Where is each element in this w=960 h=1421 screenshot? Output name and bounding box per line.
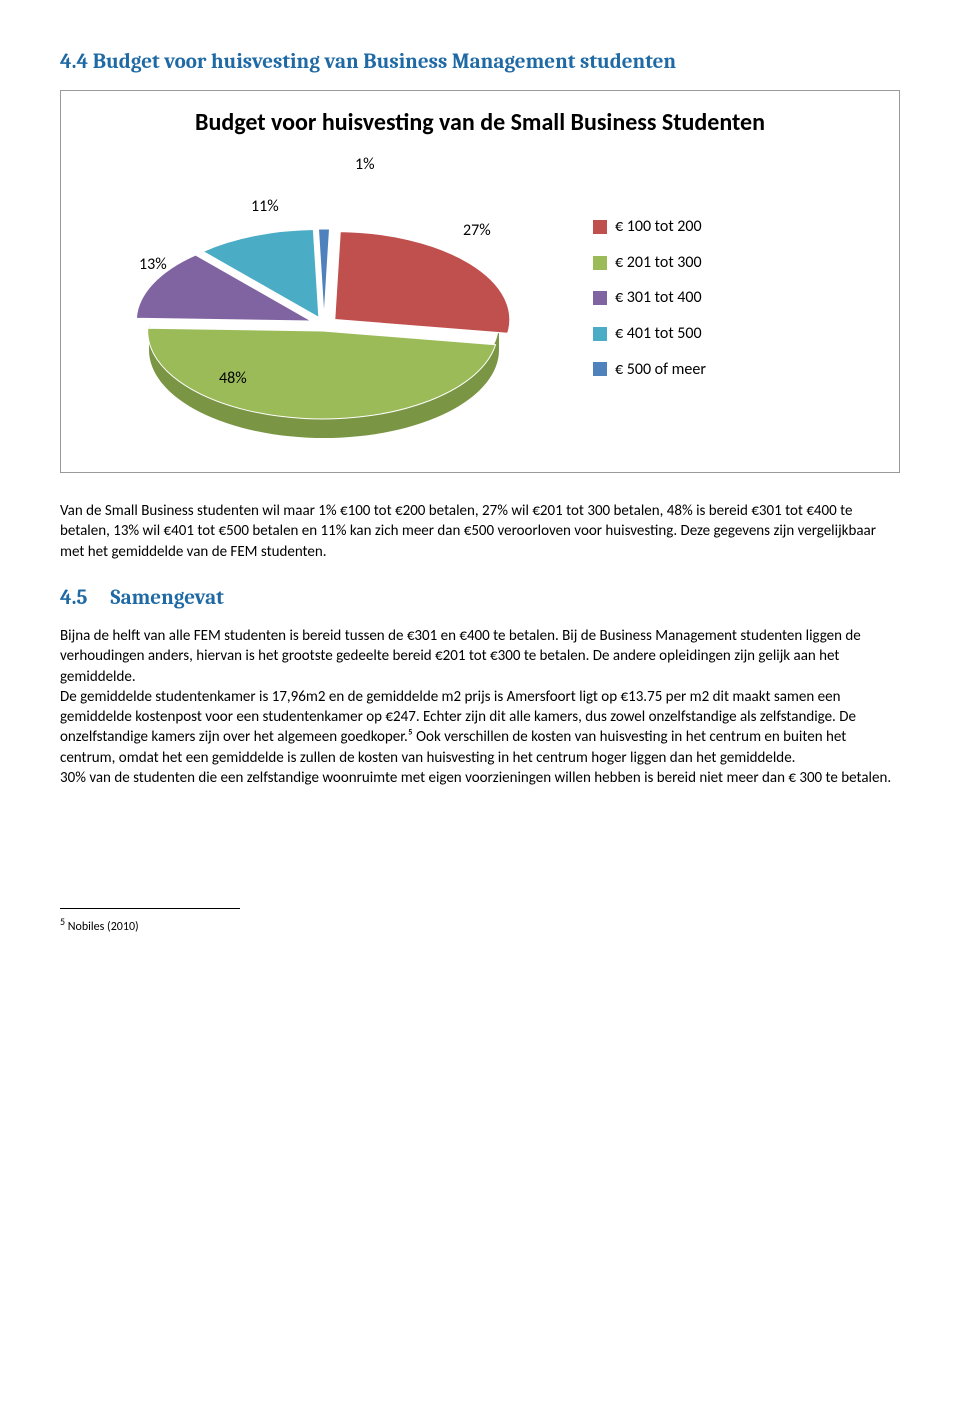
paragraph-44: Van de Small Business studenten wil maar… bbox=[60, 501, 900, 562]
chart-container: Budget voor huisvesting van de Small Bus… bbox=[60, 90, 900, 473]
legend-swatch bbox=[593, 220, 607, 234]
legend-item: € 100 tot 200 bbox=[593, 216, 706, 238]
legend-label: € 500 of meer bbox=[615, 359, 706, 381]
section-title: Budget voor huisvesting van Business Man… bbox=[93, 50, 676, 74]
legend-item: € 500 of meer bbox=[593, 359, 706, 381]
legend-item: € 401 tot 500 bbox=[593, 323, 706, 345]
pie-label-11pct: 11% bbox=[251, 196, 279, 218]
section-heading-45: 4.5 Samengevat bbox=[60, 584, 900, 612]
section-title: Samengevat bbox=[110, 586, 223, 610]
pie-label-1pct: 1% bbox=[355, 154, 375, 176]
legend-item: € 201 tot 300 bbox=[593, 252, 706, 274]
chart-legend: € 100 tot 200 € 201 tot 300 € 301 tot 40… bbox=[593, 216, 706, 380]
legend-label: € 301 tot 400 bbox=[615, 287, 702, 309]
pie-chart: 1% 27% 48% 13% 11% bbox=[83, 148, 563, 448]
footnote-separator bbox=[60, 908, 240, 909]
section-number: 4.5 bbox=[60, 586, 87, 610]
legend-label: € 201 tot 300 bbox=[615, 252, 702, 274]
legend-label: € 401 tot 500 bbox=[615, 323, 702, 345]
pie-label-48pct: 48% bbox=[219, 368, 247, 390]
section-heading-44: 4.4 Budget voor huisvesting van Business… bbox=[60, 48, 900, 76]
pie-slice bbox=[335, 232, 510, 334]
legend-label: € 100 tot 200 bbox=[615, 216, 702, 238]
legend-item: € 301 tot 400 bbox=[593, 287, 706, 309]
footnote: 5 Nobiles (2010) bbox=[60, 915, 900, 935]
legend-swatch bbox=[593, 327, 607, 341]
legend-swatch bbox=[593, 362, 607, 376]
pie-label-27pct: 27% bbox=[463, 220, 491, 242]
legend-swatch bbox=[593, 291, 607, 305]
legend-swatch bbox=[593, 256, 607, 270]
footnote-text: Nobiles (2010) bbox=[65, 920, 139, 934]
section-number: 4.4 bbox=[60, 50, 88, 74]
paragraph-45: Bijna de helft van alle FEM studenten is… bbox=[60, 626, 900, 788]
pie-slice bbox=[319, 229, 330, 317]
chart-body: 1% 27% 48% 13% 11% € 100 tot 200 € 201 t… bbox=[83, 148, 877, 448]
pie-label-13pct: 13% bbox=[139, 254, 167, 276]
chart-title: Budget voor huisvesting van de Small Bus… bbox=[83, 109, 877, 138]
